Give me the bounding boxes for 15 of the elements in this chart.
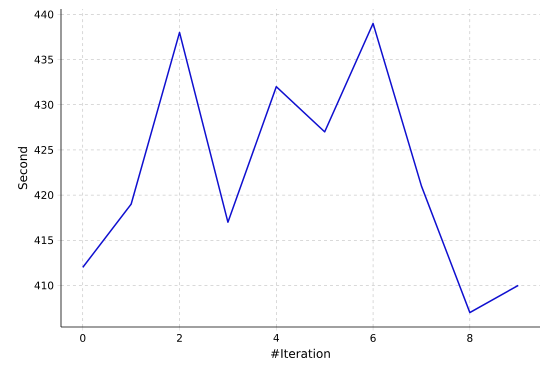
y-axis-title: Second: [18, 147, 28, 190]
y-tick-label: 440: [34, 10, 54, 18]
x-tick-label: 6: [370, 334, 376, 342]
y-tick-label: 410: [34, 281, 54, 290]
y-tick-label: 420: [34, 191, 54, 200]
y-tick-label: 425: [34, 146, 54, 154]
x-tick-label: 4: [273, 334, 280, 342]
y-tick-label: 430: [34, 100, 54, 109]
x-tick-label: 2: [176, 334, 182, 342]
y-tick-label: 415: [34, 236, 54, 244]
x-tick-label: 8: [467, 334, 472, 342]
x-axis-title: #Iteration: [271, 348, 330, 358]
x-tick-label: 0: [80, 334, 86, 342]
y-tick-label: 435: [34, 56, 54, 64]
line-series: [82, 22, 519, 314]
